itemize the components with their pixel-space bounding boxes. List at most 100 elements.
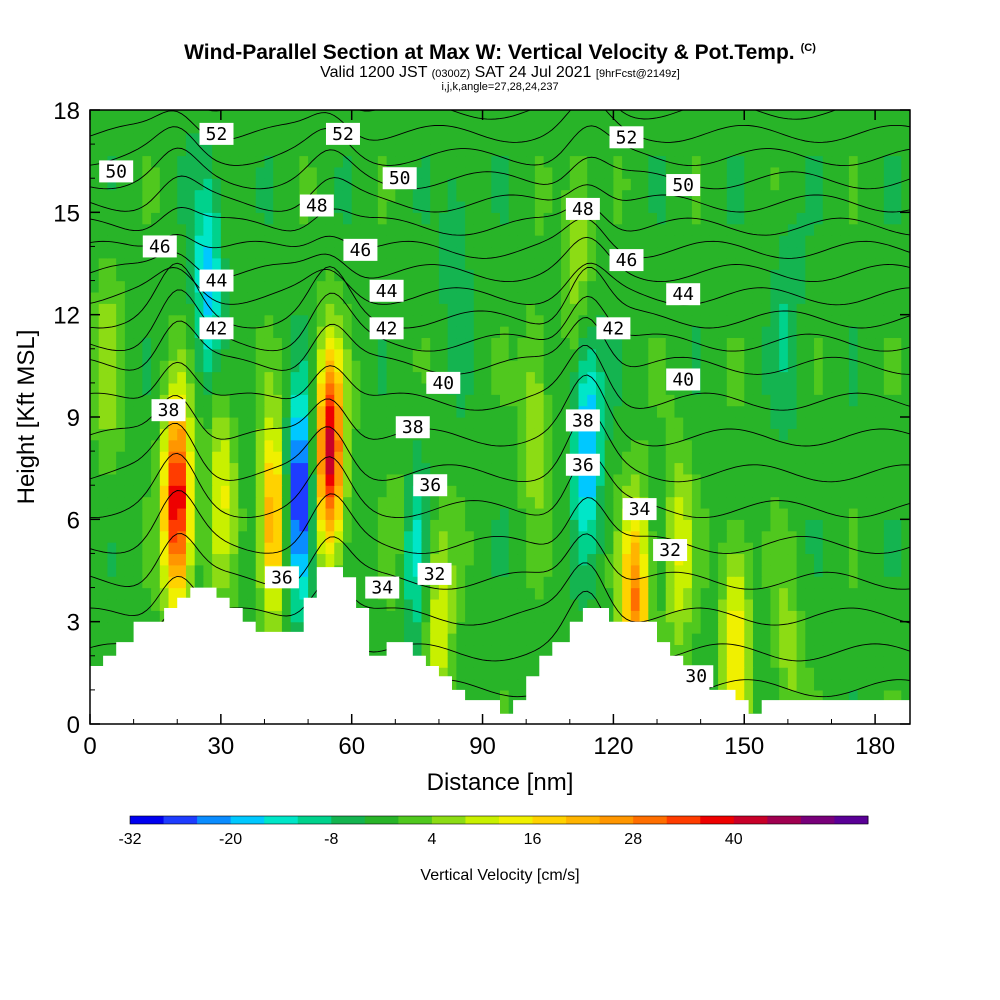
velocity-cell [334, 530, 344, 543]
velocity-cell [316, 166, 327, 179]
velocity-cell [395, 360, 405, 373]
velocity-cell [822, 326, 833, 339]
velocity-cell [639, 473, 649, 486]
velocity-cell [360, 576, 370, 589]
velocity-cell [796, 360, 806, 373]
velocity-cell [726, 360, 737, 373]
velocity-cell [779, 644, 789, 657]
velocity-cell [456, 348, 466, 361]
velocity-cell [718, 439, 728, 452]
velocity-cell [700, 519, 710, 532]
velocity-cell [735, 462, 745, 475]
velocity-cell [735, 451, 745, 464]
velocity-cell [674, 360, 684, 373]
velocity-cell [508, 485, 519, 498]
velocity-cell [595, 303, 606, 316]
velocity-cell [116, 473, 126, 486]
velocity-cell [622, 542, 632, 555]
velocity-cell [412, 155, 423, 168]
velocity-cell [508, 371, 519, 384]
velocity-cell [281, 223, 292, 236]
velocity-cell [421, 326, 431, 339]
velocity-cell [831, 553, 841, 566]
velocity-cell [761, 633, 772, 646]
velocity-cell [430, 462, 440, 475]
velocity-cell [229, 348, 239, 361]
velocity-cell [430, 428, 440, 441]
velocity-cell [770, 155, 780, 168]
velocity-cell [482, 678, 492, 691]
velocity-cell [255, 530, 266, 543]
velocity-cell [177, 530, 187, 543]
velocity-cell [709, 291, 719, 304]
velocity-cell [534, 212, 545, 225]
velocity-cell [342, 417, 353, 429]
velocity-cell [255, 189, 266, 202]
velocity-cell [561, 326, 571, 339]
velocity-cell [770, 496, 780, 509]
velocity-cell [316, 530, 327, 543]
velocity-cell [770, 132, 780, 145]
velocity-cell [822, 507, 833, 520]
velocity-cell [674, 610, 684, 623]
velocity-cell [805, 576, 815, 589]
velocity-cell [796, 189, 806, 202]
velocity-cell [325, 235, 335, 248]
velocity-cell [168, 576, 178, 589]
velocity-cell [718, 155, 728, 168]
velocity-cell [822, 462, 833, 475]
velocity-cell [787, 451, 798, 464]
velocity-cell [151, 542, 161, 555]
velocity-cell [534, 542, 545, 555]
velocity-cell [90, 189, 100, 202]
velocity-cell [395, 246, 405, 259]
velocity-cell [787, 655, 798, 668]
velocity-cell [308, 394, 318, 407]
velocity-cell [848, 633, 859, 646]
velocity-cell [700, 360, 710, 373]
velocity-cell [255, 314, 266, 327]
velocity-cell [325, 212, 335, 225]
velocity-cell [831, 189, 841, 202]
velocity-cell [796, 405, 806, 418]
velocity-cell [465, 564, 475, 577]
velocity-cell [351, 178, 362, 191]
velocity-cell [430, 337, 440, 350]
velocity-cell [770, 121, 780, 134]
velocity-cell [421, 121, 431, 134]
velocity-cell [334, 178, 344, 191]
velocity-cell [787, 132, 798, 145]
velocity-cell [334, 200, 344, 213]
velocity-cell [831, 326, 841, 339]
velocity-cell [351, 337, 362, 350]
velocity-cell [194, 246, 204, 259]
velocity-cell [901, 303, 910, 316]
velocity-cell [709, 155, 719, 168]
velocity-cell [116, 496, 126, 509]
velocity-cell [552, 382, 562, 395]
velocity-cell [534, 371, 545, 384]
velocity-cell [229, 155, 239, 168]
velocity-cell [735, 542, 745, 555]
velocity-cell [779, 269, 789, 282]
velocity-cell [709, 144, 719, 157]
velocity-cell [168, 178, 178, 191]
velocity-cell [386, 303, 396, 316]
velocity-cell [604, 155, 614, 168]
velocity-cell [316, 348, 327, 361]
velocity-cell [151, 473, 161, 486]
velocity-cell [744, 303, 754, 316]
velocity-cell [90, 530, 100, 543]
velocity-cell [805, 667, 815, 680]
velocity-cell [142, 121, 152, 134]
velocity-cell [630, 326, 641, 339]
velocity-cell [543, 394, 553, 407]
velocity-cell [90, 121, 100, 134]
velocity-cell [726, 621, 737, 634]
velocity-cell [691, 394, 702, 407]
velocity-cell [116, 394, 126, 407]
velocity-cell [194, 303, 204, 316]
velocity-cell [168, 144, 178, 157]
velocity-cell [430, 314, 440, 327]
velocity-cell [752, 496, 763, 509]
